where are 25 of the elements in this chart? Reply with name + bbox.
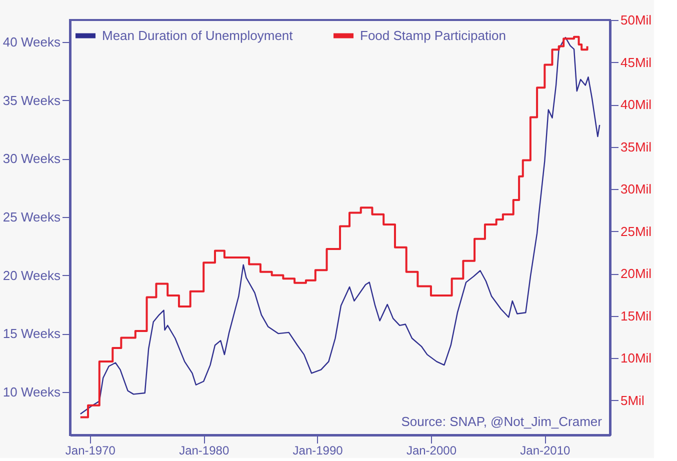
x-tick-label: Jan-2010 <box>520 444 571 458</box>
x-tick-label: Jan-1980 <box>179 444 230 458</box>
annotation: Source: SNAP, @Not_Jim_Cramer <box>401 414 603 429</box>
y-tick-label: 35 Weeks <box>2 92 61 108</box>
y2-tick-label: 5Mil <box>620 392 644 408</box>
y2-tick-label: 30Mil <box>620 182 652 197</box>
legend-label: Mean Duration of Unemployment <box>102 28 294 43</box>
y-tick-label: 25 Weeks <box>2 210 61 225</box>
y2-tick-label: 25Mil <box>620 224 652 239</box>
y2-tick-label: 20Mil <box>620 266 652 282</box>
y-tick-label: 40 Weeks <box>2 34 61 50</box>
y-tick-label: 30 Weeks <box>2 151 61 166</box>
y2-tick-label: 10Mil <box>620 350 652 366</box>
y2-tick-label: 15Mil <box>620 308 652 324</box>
legend-label: Food Stamp Participation <box>360 28 506 43</box>
y2-tick-label: 50Mil <box>620 12 652 28</box>
y-tick-label: 10 Weeks <box>2 384 61 400</box>
x-tick-label: Jan-2000 <box>406 444 457 458</box>
y-tick-label: 20 Weeks <box>2 268 61 283</box>
x-tick-label: Jan-1990 <box>292 444 344 458</box>
y-tick-label: 15 Weeks <box>2 326 61 342</box>
y2-tick-label: 35Mil <box>620 139 652 154</box>
y2-tick-label: 45Mil <box>620 54 652 70</box>
x-tick-label: Jan-1970 <box>65 444 116 458</box>
y2-tick-label: 40Mil <box>620 97 652 112</box>
